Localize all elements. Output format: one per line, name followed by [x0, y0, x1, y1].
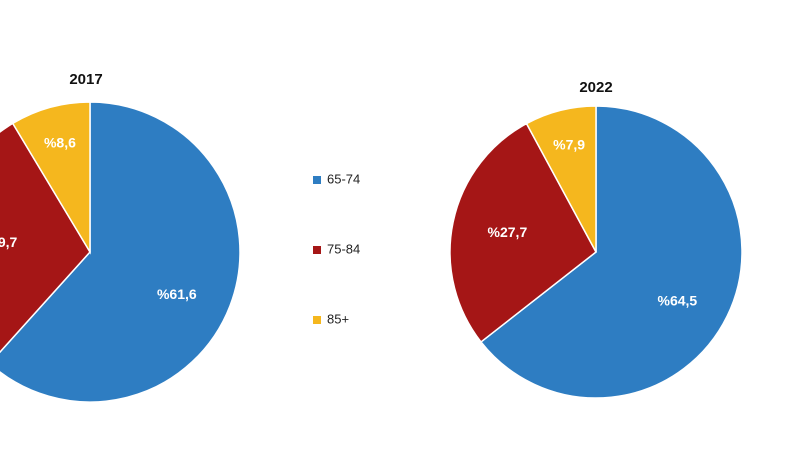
- legend-swatch: [313, 316, 321, 324]
- pie-slice: [11, 101, 91, 255]
- pie-slice: [0, 122, 91, 354]
- pie-slice: [525, 105, 597, 253]
- pie-slice: [0, 101, 241, 403]
- chart-title: 2017: [69, 71, 102, 88]
- legend-label: 85+: [327, 311, 349, 326]
- chart-title: 2022: [579, 79, 612, 96]
- value-label: %29,7: [0, 234, 17, 250]
- value-label: %8,6: [44, 134, 76, 150]
- value-label: %64,5: [658, 292, 698, 308]
- legend-label: 65-74: [327, 171, 360, 186]
- value-label: %27,7: [488, 224, 528, 240]
- legend-swatch: [313, 176, 321, 184]
- pie-slice: [479, 105, 743, 399]
- value-label: %61,6: [157, 286, 197, 302]
- legend-swatch: [313, 246, 321, 254]
- value-label: %7,9: [553, 137, 585, 153]
- pie-slice: [449, 122, 597, 344]
- legend-label: 75-84: [327, 241, 360, 256]
